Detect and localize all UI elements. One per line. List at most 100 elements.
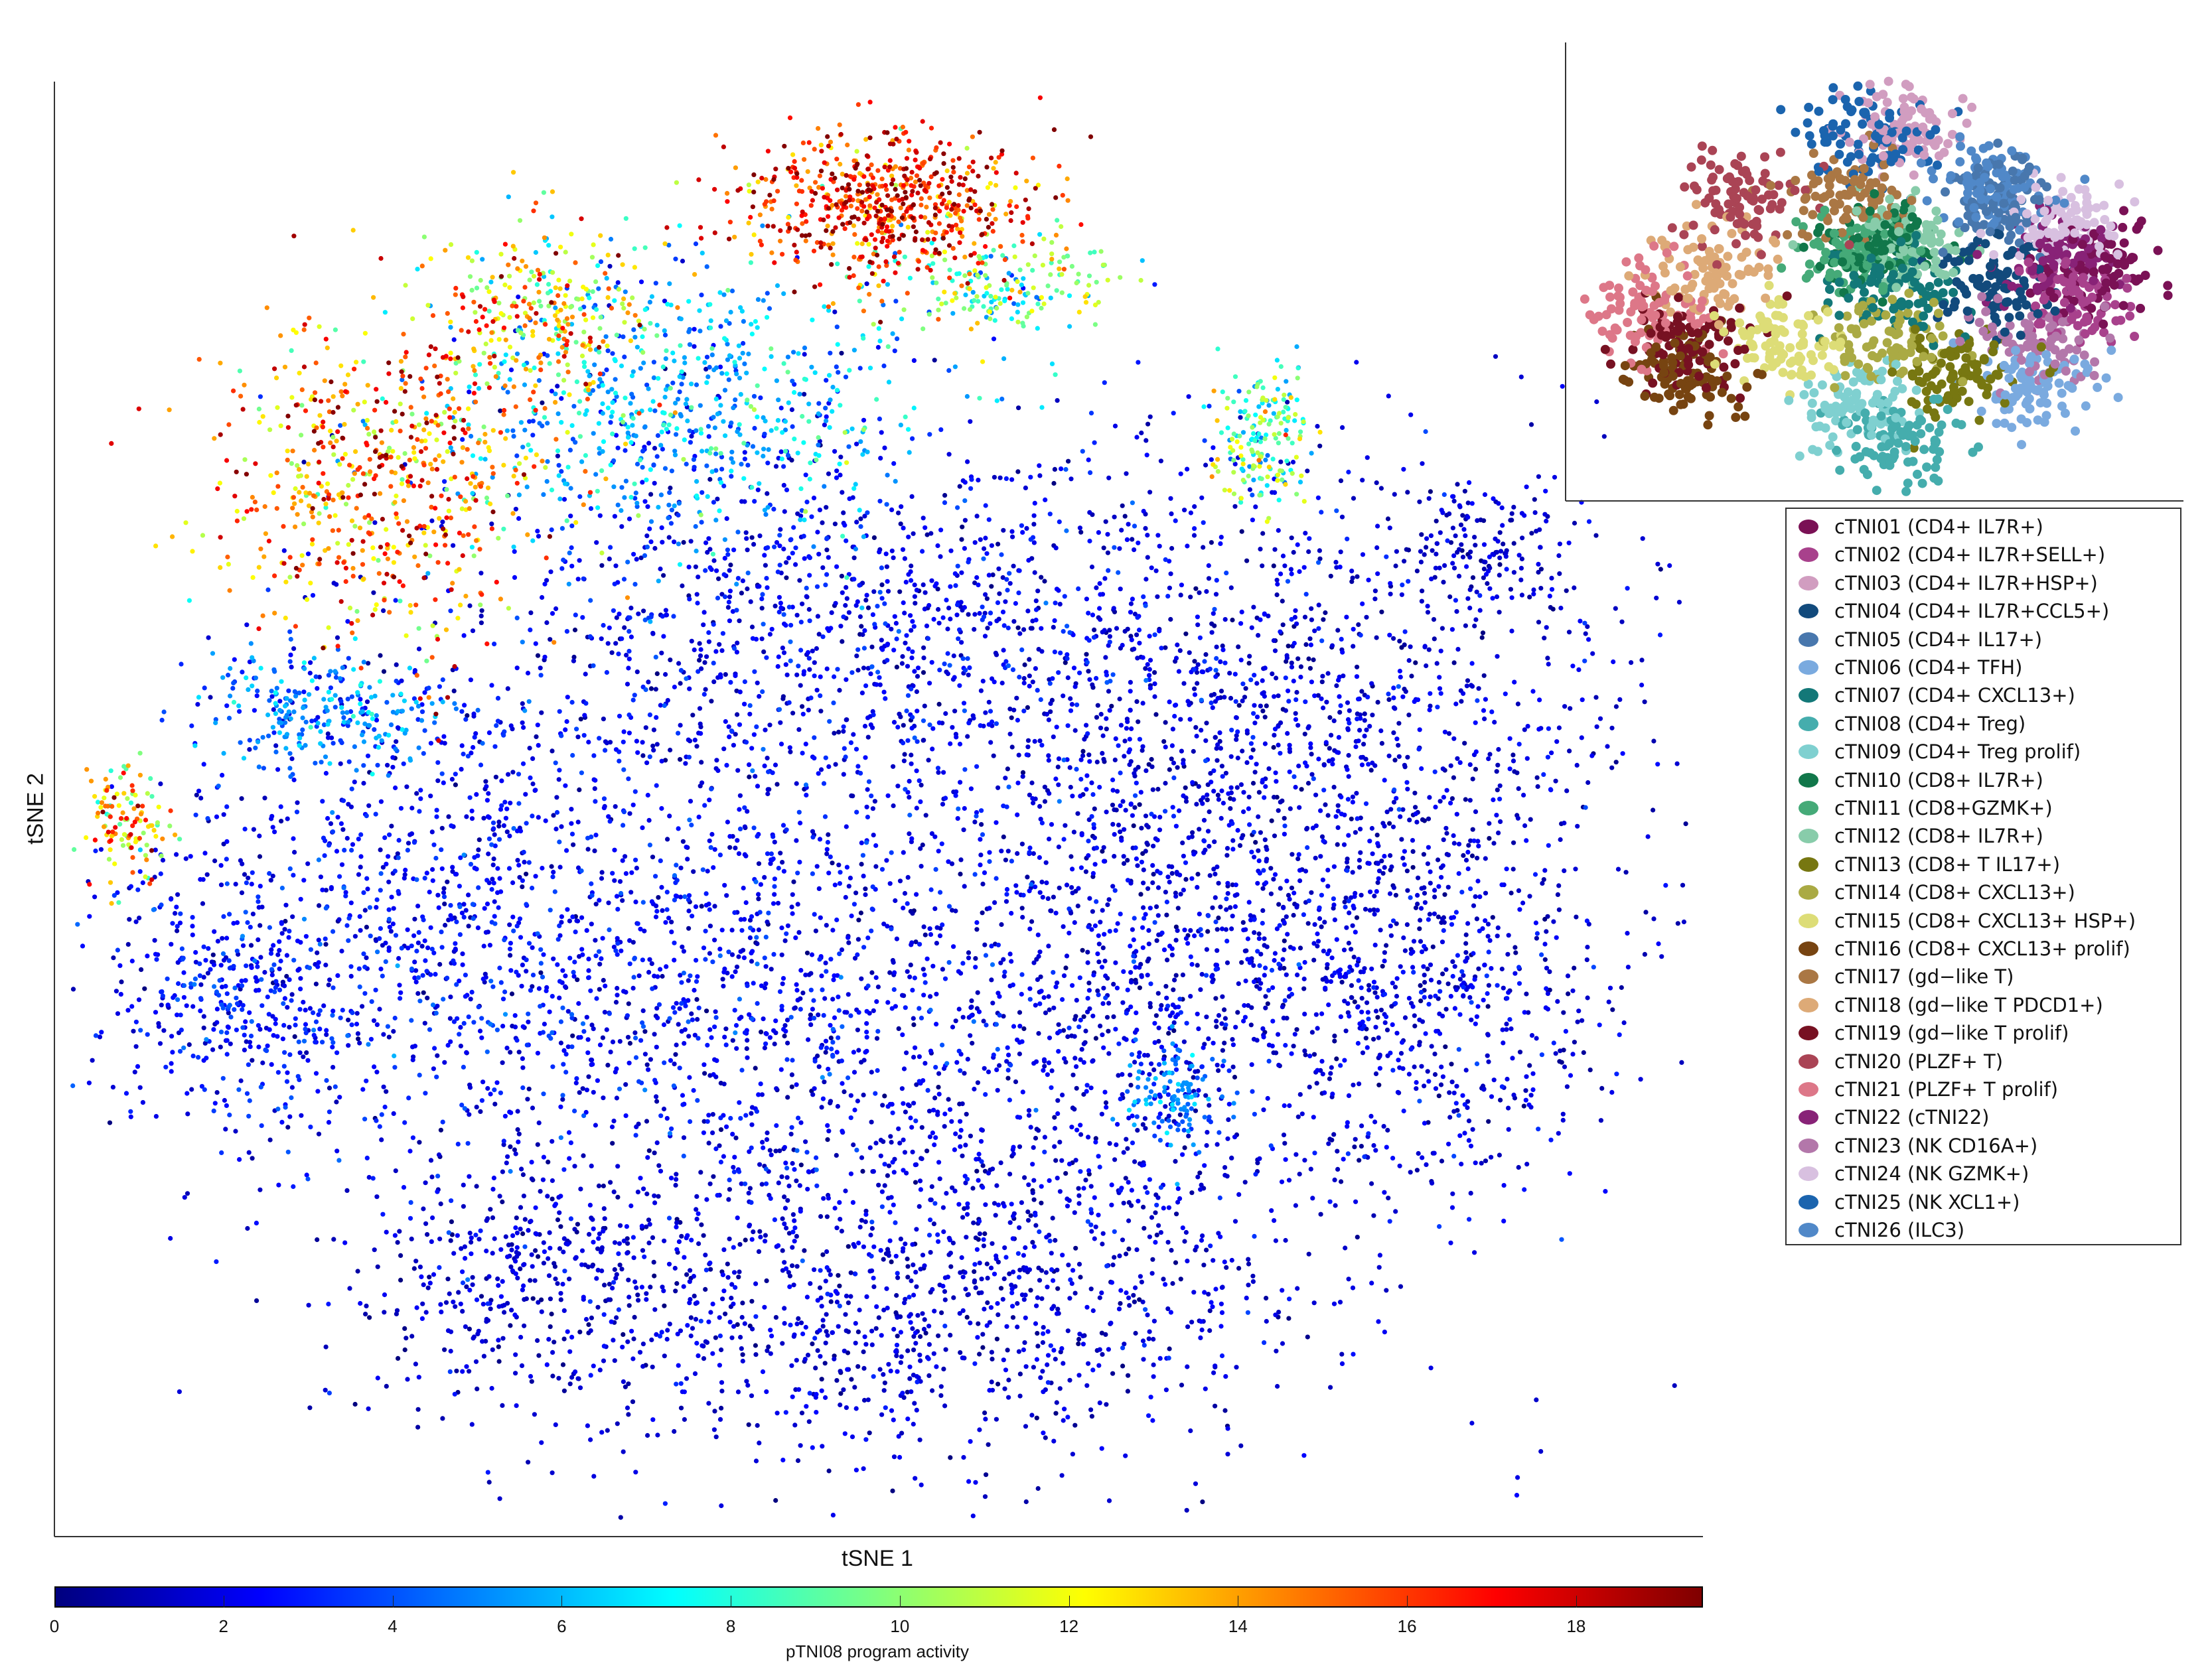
data-point <box>1527 594 1532 600</box>
data-point <box>1215 758 1220 763</box>
data-point <box>1123 1453 1128 1458</box>
data-point <box>1407 817 1412 823</box>
data-point <box>1043 860 1049 865</box>
data-point <box>650 855 656 860</box>
data-point <box>1382 865 1387 870</box>
data-point <box>1681 919 1686 925</box>
data-point <box>1273 1312 1278 1318</box>
data-point <box>198 982 204 987</box>
data-point <box>1240 920 1246 925</box>
data-point <box>1457 977 1463 982</box>
data-point <box>1319 834 1325 839</box>
data-point <box>214 1020 220 1025</box>
data-point <box>1100 1001 1106 1006</box>
data-point <box>575 734 581 740</box>
data-point <box>665 837 670 842</box>
data-point <box>708 1310 713 1315</box>
data-point <box>902 610 907 616</box>
data-point <box>1558 605 1564 611</box>
data-point <box>1124 726 1129 731</box>
data-point <box>565 1008 571 1014</box>
data-point <box>873 1326 879 1331</box>
data-point <box>367 1315 372 1320</box>
data-point <box>942 1124 947 1129</box>
data-point <box>529 1379 534 1384</box>
data-point <box>1205 829 1211 834</box>
data-point <box>1055 1098 1061 1103</box>
data-point <box>1090 1013 1096 1018</box>
data-point <box>1156 1038 1161 1044</box>
data-point <box>451 1299 456 1304</box>
data-point <box>623 1082 628 1087</box>
data-point <box>1418 906 1424 911</box>
data-point <box>959 570 964 575</box>
data-point <box>486 851 491 857</box>
data-point <box>686 926 692 931</box>
data-point <box>902 1300 907 1306</box>
data-point <box>1410 838 1416 843</box>
data-point <box>951 653 956 659</box>
data-point <box>1147 1004 1153 1010</box>
data-point <box>299 1113 304 1118</box>
data-point <box>869 1119 874 1125</box>
data-point <box>1371 907 1376 912</box>
data-point <box>1171 1028 1177 1033</box>
data-point <box>1035 1295 1040 1300</box>
data-point <box>1171 1020 1177 1025</box>
data-point <box>598 1249 604 1255</box>
data-point <box>1023 1315 1028 1320</box>
data-point <box>979 1127 984 1133</box>
data-point <box>1405 490 1410 495</box>
data-point <box>1328 1071 1333 1076</box>
data-point <box>1286 892 1291 898</box>
data-point <box>1120 799 1126 804</box>
data-point <box>1033 666 1038 671</box>
data-point <box>518 1266 523 1271</box>
data-point <box>1191 533 1197 538</box>
data-point <box>1025 874 1030 880</box>
data-point <box>643 725 648 730</box>
data-point <box>1239 960 1244 965</box>
data-point <box>1183 1229 1189 1235</box>
data-point <box>1469 683 1474 688</box>
data-point <box>910 1149 915 1154</box>
data-point <box>1536 569 1541 575</box>
data-point <box>258 955 263 960</box>
data-point <box>1387 891 1393 896</box>
data-point <box>513 1259 518 1264</box>
data-point <box>193 959 198 965</box>
data-point <box>184 1191 190 1196</box>
data-point <box>508 723 514 728</box>
data-point <box>476 847 481 853</box>
data-point <box>689 1011 694 1016</box>
data-point <box>1501 1040 1506 1046</box>
data-point <box>413 1259 419 1264</box>
data-point <box>723 1026 729 1032</box>
data-point <box>421 1206 426 1212</box>
data-point <box>693 564 698 569</box>
data-point <box>921 645 926 650</box>
data-point <box>1177 808 1182 813</box>
data-point <box>1153 712 1159 717</box>
data-point <box>1350 794 1355 799</box>
data-point <box>550 1470 555 1476</box>
data-point <box>745 586 750 592</box>
data-point <box>1430 548 1435 553</box>
data-point <box>964 1235 969 1240</box>
data-point <box>1110 821 1116 827</box>
data-point <box>577 787 582 792</box>
data-point <box>1203 1093 1209 1098</box>
data-point <box>678 723 683 728</box>
data-point <box>1151 1362 1156 1367</box>
data-point <box>1035 1331 1040 1336</box>
data-point <box>1223 927 1228 932</box>
data-point <box>1132 547 1137 553</box>
data-point <box>755 941 760 946</box>
data-point <box>463 1324 469 1330</box>
data-point <box>986 1070 992 1075</box>
data-point <box>1281 905 1286 910</box>
data-point <box>1386 753 1392 758</box>
data-point <box>733 732 738 737</box>
data-point <box>1133 1330 1138 1336</box>
data-point <box>613 804 618 809</box>
